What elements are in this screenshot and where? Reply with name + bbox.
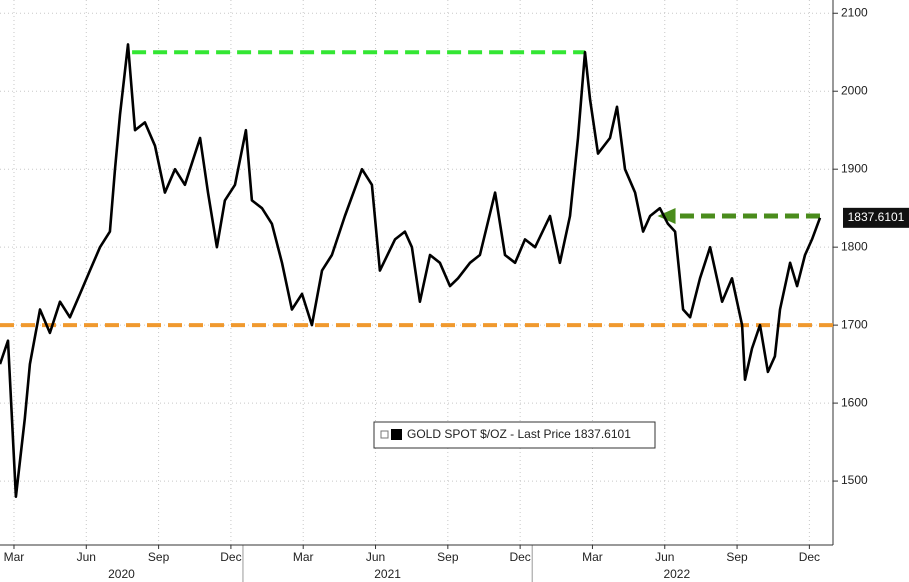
year-label: 2022 (663, 567, 690, 581)
last-price-label: 1837.6101 (848, 210, 905, 224)
x-tick-label: Jun (366, 550, 385, 564)
x-tick-label: Dec (509, 550, 530, 564)
y-tick-label: 1900 (841, 161, 868, 175)
x-tick-label: Sep (148, 550, 170, 564)
year-label: 2020 (108, 567, 135, 581)
x-tick-label: Mar (582, 550, 603, 564)
y-tick-label: 2100 (841, 5, 868, 19)
x-tick-label: Sep (726, 550, 748, 564)
y-tick-label: 1500 (841, 473, 868, 487)
x-tick-label: Mar (293, 550, 314, 564)
legend: GOLD SPOT $/OZ - Last Price 1837.6101 (373, 421, 656, 449)
legend-swatch (391, 429, 402, 440)
legend-label: GOLD SPOT $/OZ - Last Price 1837.6101 (407, 427, 631, 441)
year-label: 2021 (374, 567, 401, 581)
last-price-box (843, 207, 909, 228)
y-tick-label: 1700 (841, 317, 868, 331)
x-tick-label: Jun (655, 550, 674, 564)
x-tick-label: Jun (77, 550, 96, 564)
x-tick-label: Dec (220, 550, 241, 564)
legend-expand-icon (380, 430, 389, 439)
price-line (0, 43, 822, 498)
legend-box (373, 421, 656, 449)
y-tick-label: 2000 (841, 83, 868, 97)
x-tick-label: Sep (437, 550, 459, 564)
y-tick-label: 1800 (841, 239, 868, 253)
x-tick-label: Mar (4, 550, 25, 564)
arrow-head (657, 207, 676, 224)
x-tick-label: Dec (799, 550, 820, 564)
y-tick-label: 1600 (841, 395, 868, 409)
